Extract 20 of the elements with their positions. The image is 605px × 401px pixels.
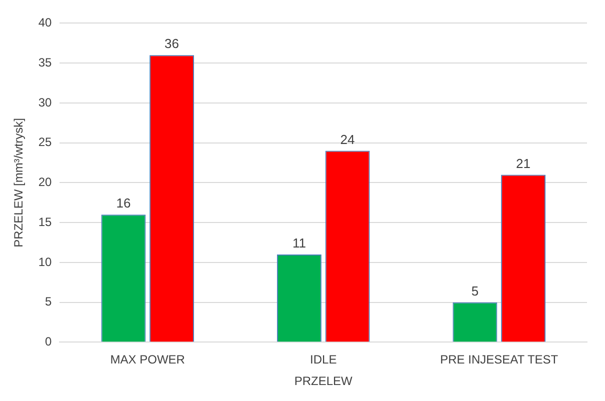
y-tick-label: 5 <box>45 294 52 309</box>
x-tick-label: PRE INJESEAT TEST <box>440 352 559 367</box>
y-tick-label: 10 <box>38 254 52 269</box>
data-label: 11 <box>292 236 306 251</box>
x-axis-title: PRZELEW <box>294 374 354 388</box>
data-label: 16 <box>116 196 131 211</box>
y-tick-label: 0 <box>45 334 52 349</box>
data-label: 24 <box>340 132 355 147</box>
data-label: 36 <box>164 36 180 52</box>
y-tick-label: 15 <box>38 214 52 229</box>
data-label: 5 <box>471 283 479 298</box>
y-axis-title: PRZELEW [mm³/wtrysk] <box>12 118 26 248</box>
y-tick-label: 20 <box>38 175 52 190</box>
y-tick-label: 40 <box>38 16 52 30</box>
data-label: 21 <box>516 156 531 171</box>
x-tick-label: MAX POWER <box>110 352 186 367</box>
y-tick-label: 35 <box>38 55 52 70</box>
x-tick-label: IDLE <box>310 352 337 367</box>
y-tick-label: 25 <box>38 135 52 150</box>
y-tick-label: 30 <box>38 95 52 110</box>
